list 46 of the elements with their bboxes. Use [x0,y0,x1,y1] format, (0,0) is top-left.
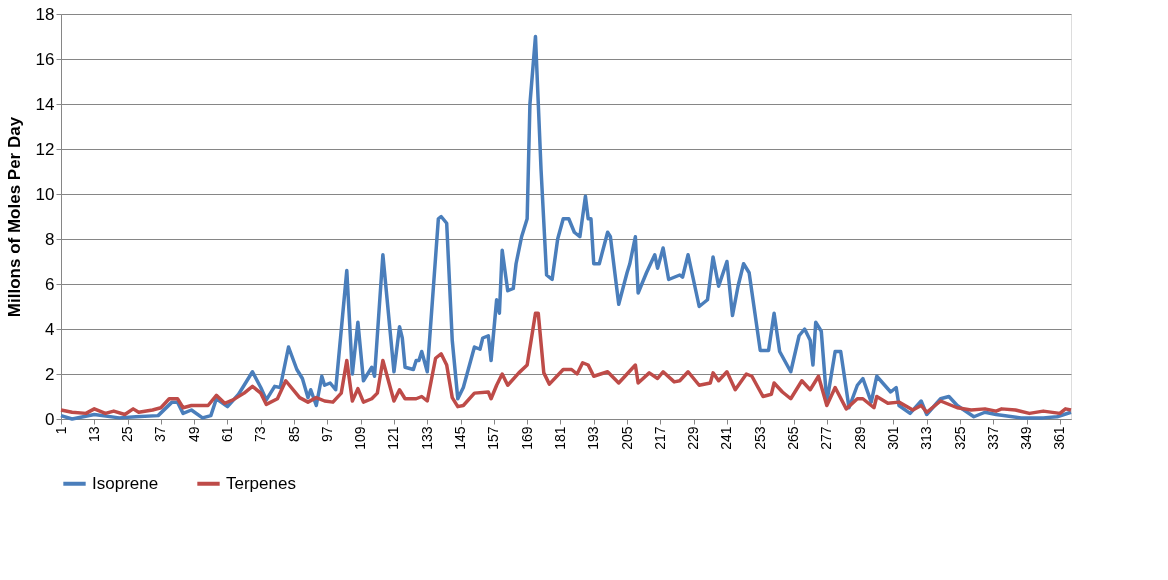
x-tick-label: 1 [52,426,69,435]
y-tick-label: 0 [45,409,55,429]
x-tick-label: 289 [851,426,868,450]
y-tick-label: 16 [35,49,55,69]
x-tick-label: 253 [751,426,768,450]
y-tick-label: 14 [35,94,55,114]
x-tick-label: 181 [551,426,568,450]
y-tick-label: 6 [45,274,55,294]
x-tick-label: 325 [951,426,968,450]
x-tick-label: 49 [185,426,202,443]
x-tick-label: 121 [385,426,402,450]
x-tick-label: 133 [418,426,435,450]
legend-label: Terpenes [226,473,296,493]
x-tick-label: 241 [718,426,735,450]
x-tick-label: 229 [685,426,702,450]
x-tick-label: 301 [884,426,901,450]
x-tick-label: 349 [1018,426,1035,450]
legend-label: Isoprene [92,473,159,493]
x-tick-label: 277 [818,426,835,450]
x-tick-label: 85 [285,426,302,443]
x-tick-label: 361 [1051,426,1068,450]
x-tick-label: 337 [984,426,1001,450]
x-tick-label: 61 [218,426,235,443]
x-tick-label: 205 [618,426,635,450]
x-tick-label: 13 [85,426,102,443]
y-tick-label: 2 [45,364,55,384]
x-tick-label: 265 [785,426,802,450]
x-tick-label: 73 [252,426,269,443]
x-tick-label: 109 [352,426,369,450]
y-tick-label: 18 [35,4,55,24]
y-tick-label: 8 [45,229,55,249]
x-tick-label: 37 [152,426,169,443]
y-axis-title: Millons of Moles Per Day [4,116,24,318]
line-series [59,34,1073,421]
line-series [59,311,1073,417]
x-tick-label: 193 [585,426,602,450]
x-tick-label: 157 [485,426,502,450]
y-tick-label: 10 [35,184,55,204]
x-tick-label: 25 [119,426,136,443]
x-tick-label: 313 [918,426,935,450]
y-tick-label: 4 [45,319,55,339]
y-tick-label: 12 [35,139,55,159]
x-tick-label: 169 [518,426,535,450]
x-tick-label: 145 [452,426,469,450]
x-tick-label: 217 [651,426,668,450]
x-tick-label: 97 [318,426,335,443]
